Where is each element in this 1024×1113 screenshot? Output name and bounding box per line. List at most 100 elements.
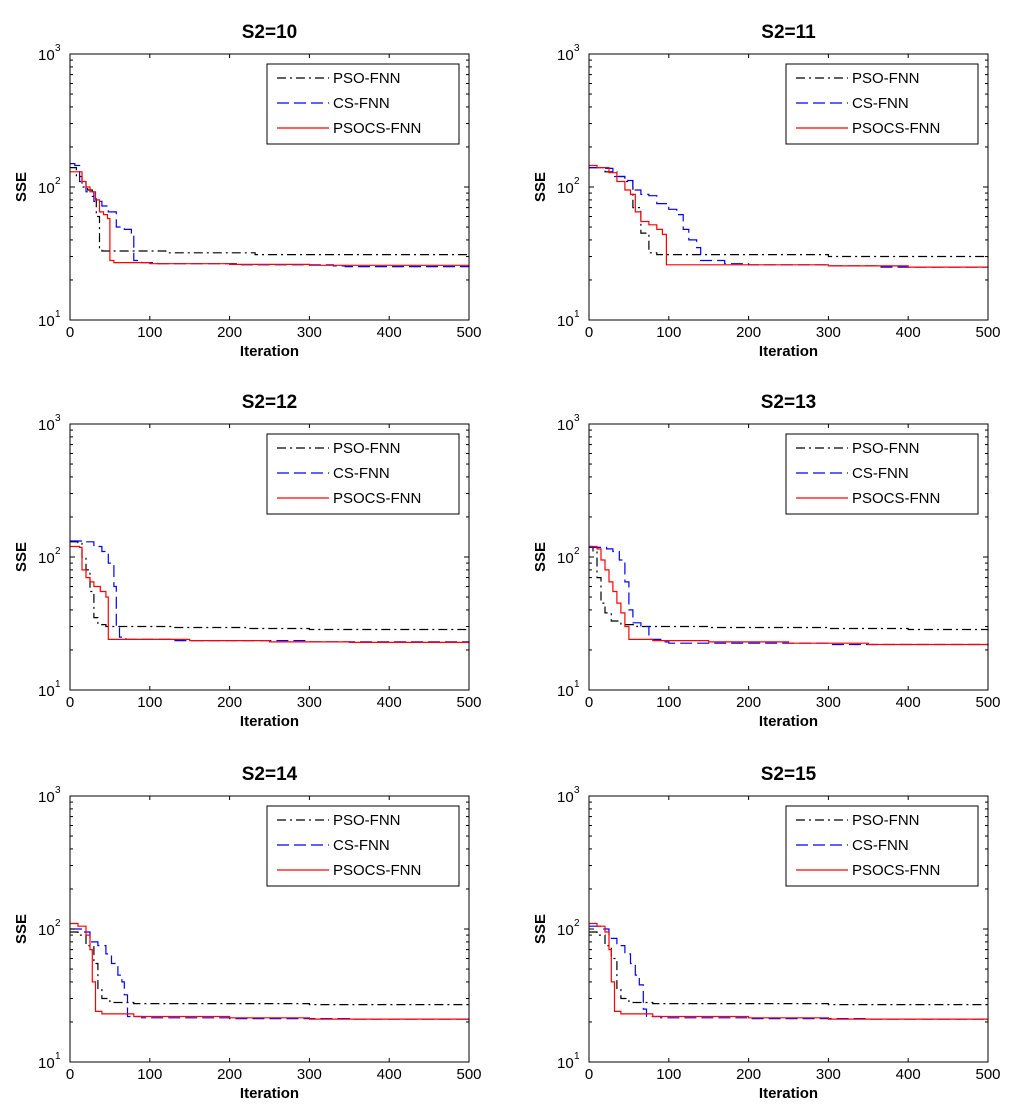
series-line-psocs-fnn (70, 171, 470, 268)
legend-label: PSOCS-FNN (333, 120, 421, 137)
x-tick-label: 400 (896, 324, 921, 341)
legend: PSO-FNN CS-FNN PSOCS-FNN (266, 433, 460, 515)
x-tick-label: 100 (656, 1066, 681, 1083)
legend-box (785, 805, 979, 887)
x-axis-label: Iteration (759, 713, 818, 730)
series-line-cs-fnn (589, 925, 989, 1020)
legend-label: PSOCS-FNN (333, 490, 421, 507)
x-tick-label: 400 (896, 694, 921, 711)
series-line-psocs-fnn (589, 164, 989, 268)
x-tick-label: 300 (816, 1066, 841, 1083)
legend-box (785, 433, 979, 515)
y-tick-label: 10 (38, 180, 55, 197)
x-tick-label: 200 (217, 694, 242, 711)
chart-title: S2=13 (761, 392, 816, 413)
series-line-psocs-fnn (70, 545, 470, 644)
x-tick-label: 500 (975, 324, 1000, 341)
x-tick-label: 400 (377, 324, 402, 341)
y-tick-label: 10 (38, 922, 55, 939)
y-axis-label: SSE (532, 542, 549, 572)
x-tick-label: 100 (656, 694, 681, 711)
y-tick-label-exponent: 3 (574, 785, 580, 796)
legend-label: PSOCS-FNN (852, 862, 940, 879)
x-tick-label: 500 (456, 1066, 481, 1083)
legend-label: PSO-FNN (852, 440, 920, 457)
y-axis-label: SSE (13, 542, 30, 572)
x-tick-label: 400 (896, 1066, 921, 1083)
y-tick-label-exponent: 2 (55, 918, 61, 929)
legend-label: PSO-FNN (852, 70, 920, 87)
y-tick-label: 10 (38, 550, 55, 567)
x-tick-label: 500 (456, 694, 481, 711)
y-tick-label-exponent: 1 (55, 309, 61, 320)
y-tick-label: 10 (557, 789, 574, 806)
chart-title: S2=11 (761, 22, 816, 43)
y-tick-label-exponent: 1 (55, 1051, 61, 1062)
y-tick-label: 10 (557, 683, 574, 700)
x-axis-label: Iteration (240, 713, 299, 730)
legend: PSO-FNN CS-FNN PSOCS-FNN (785, 433, 979, 515)
y-tick-label-exponent: 3 (55, 43, 61, 54)
y-tick-label-exponent: 1 (574, 309, 580, 320)
legend-label: PSO-FNN (333, 440, 401, 457)
x-tick-label: 0 (585, 324, 593, 341)
legend-box (785, 63, 979, 145)
y-axis-label: SSE (13, 172, 30, 202)
legend-box (266, 805, 460, 887)
y-tick-label: 10 (557, 313, 574, 330)
y-tick-label-exponent: 2 (55, 176, 61, 187)
y-tick-label: 10 (38, 683, 55, 700)
x-tick-label: 0 (585, 694, 593, 711)
chart-title: S2=12 (242, 392, 297, 413)
series-line-psocs-fnn (70, 922, 470, 1021)
x-tick-label: 200 (736, 324, 761, 341)
x-tick-label: 100 (137, 694, 162, 711)
y-tick-label-exponent: 2 (55, 546, 61, 557)
x-tick-label: 300 (816, 324, 841, 341)
legend-label: CS-FNN (333, 465, 390, 482)
legend: PSO-FNN CS-FNN PSOCS-FNN (785, 63, 979, 145)
legend-label: PSO-FNN (852, 812, 920, 829)
y-tick-label: 10 (38, 47, 55, 64)
y-tick-label: 10 (38, 313, 55, 330)
x-tick-label: 0 (66, 694, 74, 711)
series-line-psocs-fnn (589, 922, 989, 1021)
legend: PSO-FNN CS-FNN PSOCS-FNN (785, 805, 979, 887)
x-tick-label: 500 (975, 694, 1000, 711)
legend-label: PSOCS-FNN (333, 862, 421, 879)
x-tick-label: 300 (816, 694, 841, 711)
legend-box (266, 63, 460, 145)
series-line-cs-fnn (589, 167, 988, 268)
x-axis-label: Iteration (240, 1085, 299, 1102)
series-line-cs-fnn (589, 546, 989, 646)
x-tick-label: 200 (217, 324, 242, 341)
chart-title: S2=10 (242, 22, 297, 43)
y-tick-label: 10 (557, 180, 574, 197)
x-tick-label: 300 (297, 1066, 322, 1083)
legend-label: CS-FNN (333, 837, 390, 854)
y-tick-label: 10 (38, 1055, 55, 1072)
y-tick-label: 10 (557, 417, 574, 434)
y-tick-label-exponent: 2 (574, 918, 580, 929)
y-tick-label: 10 (557, 922, 574, 939)
legend: PSO-FNN CS-FNN PSOCS-FNN (266, 63, 460, 145)
y-tick-label-exponent: 1 (55, 679, 61, 690)
series-line-pso-fnn (589, 545, 989, 631)
x-tick-label: 200 (217, 1066, 242, 1083)
legend-label: CS-FNN (852, 837, 909, 854)
y-tick-label-exponent: 2 (574, 176, 580, 187)
y-tick-label-exponent: 1 (574, 679, 580, 690)
legend-label: CS-FNN (852, 465, 909, 482)
x-tick-label: 200 (736, 694, 761, 711)
x-tick-label: 0 (66, 324, 74, 341)
chart-title: S2=15 (761, 764, 817, 785)
y-tick-label-exponent: 3 (55, 785, 61, 796)
legend: PSO-FNN CS-FNN PSOCS-FNN (266, 805, 460, 887)
x-axis-label: Iteration (759, 343, 818, 360)
x-tick-label: 300 (297, 324, 322, 341)
